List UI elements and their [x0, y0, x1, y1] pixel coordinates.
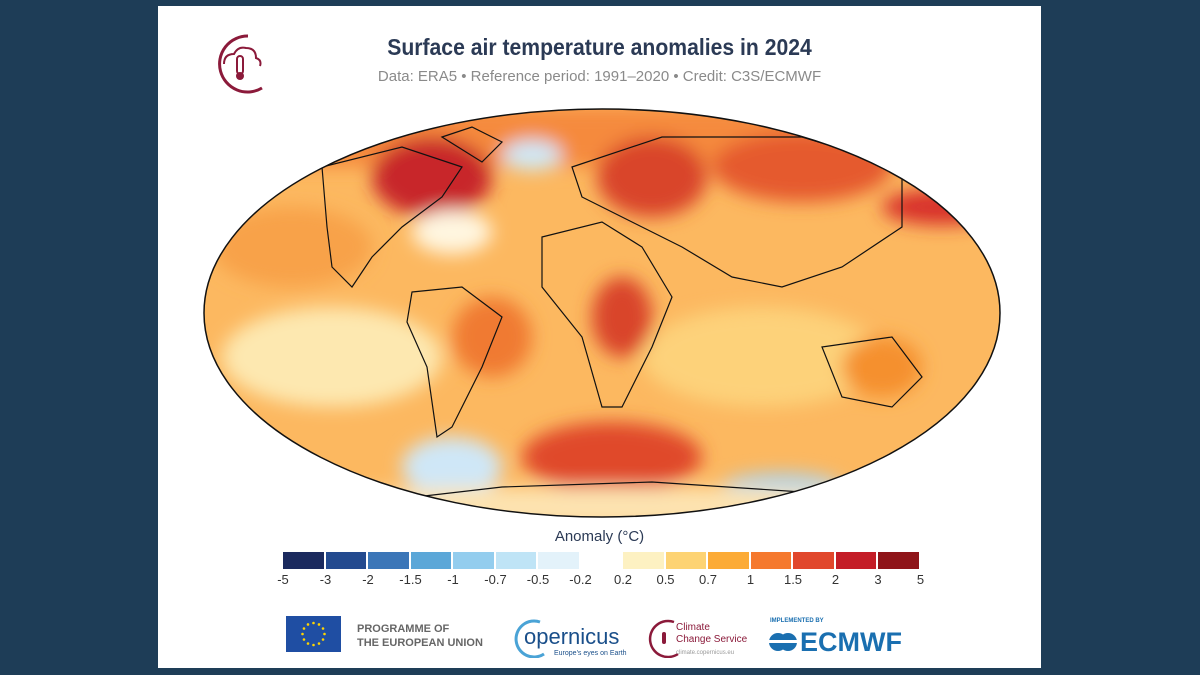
- c3s-thermometer-logo: [218, 34, 263, 94]
- tick-label: 0.7: [698, 572, 718, 587]
- ecmwf-wordmark: ECMWF: [800, 627, 902, 657]
- tick-label: -0.2: [569, 572, 592, 587]
- chart-subtitle: Data: ERA5 • Reference period: 1991–2020…: [377, 68, 822, 85]
- tick-label: 3: [874, 572, 882, 587]
- tick-label: 0.2: [613, 572, 633, 587]
- tick-label: -3: [319, 572, 332, 587]
- color-bin-5: [495, 552, 536, 569]
- tick-label: 5: [916, 572, 925, 587]
- color-bin-12: [793, 552, 834, 569]
- color-bin-1: [325, 552, 366, 569]
- legend-title: Anomaly (°C): [554, 528, 645, 545]
- color-bin-3: [410, 552, 451, 569]
- color-bin-14: [878, 552, 919, 569]
- color-bin-11: [750, 552, 791, 569]
- eu-programme-text: PROGRAMME OF THE EUROPEAN UNION: [357, 622, 483, 650]
- tick-label: -1.5: [399, 572, 422, 587]
- c3s-line1: Climate: [676, 622, 710, 633]
- c3s-url: climate.copernicus.eu: [676, 650, 735, 656]
- tick-label: 0.5: [656, 572, 675, 587]
- color-scale: [283, 552, 919, 569]
- copernicus-tagline: Europe's eyes on Earth: [554, 650, 627, 657]
- tick-label: -1: [447, 572, 459, 587]
- tick-label: 2: [831, 572, 840, 587]
- color-bin-2: [368, 552, 409, 569]
- c3s-line2: Change Service: [676, 634, 748, 645]
- tick-label: -0.5: [526, 572, 550, 587]
- tick-label: -2: [362, 572, 374, 587]
- tick-label: 1: [746, 572, 755, 587]
- tick-label: -0.7: [484, 572, 507, 587]
- color-bin-10: [708, 552, 749, 569]
- color-scale-ticks: -5 -3 -2 -1.5 -1 -0.7 -0.5 -0.2 0.2 0.5 0.7 1 1.5 2 3 5: [276, 572, 926, 590]
- color-bin-7: [580, 552, 621, 569]
- eu-line2: THE EUROPEAN UNION: [357, 637, 483, 649]
- figure-card: Surface air temperature anomalies in 202…: [158, 6, 1041, 668]
- eu-line1: PROGRAMME OF: [357, 623, 450, 635]
- color-bin-6: [538, 552, 579, 569]
- chart-title: Surface air temperature anomalies in 202…: [387, 34, 812, 60]
- tick-label: 1.5: [783, 572, 803, 587]
- color-bin-8: [623, 552, 664, 569]
- copernicus-wordmark: opernicus: [524, 624, 620, 649]
- color-bin-13: [835, 552, 876, 569]
- ecmwf-implemented-by: IMPLEMENTED BY: [770, 618, 824, 624]
- anomaly-map: [203, 108, 1001, 518]
- tick-label: -5: [277, 572, 289, 587]
- color-bin-9: [665, 552, 706, 569]
- color-bin-0: [283, 552, 324, 569]
- color-bin-4: [453, 552, 494, 569]
- eu-flag-logo: [286, 616, 341, 652]
